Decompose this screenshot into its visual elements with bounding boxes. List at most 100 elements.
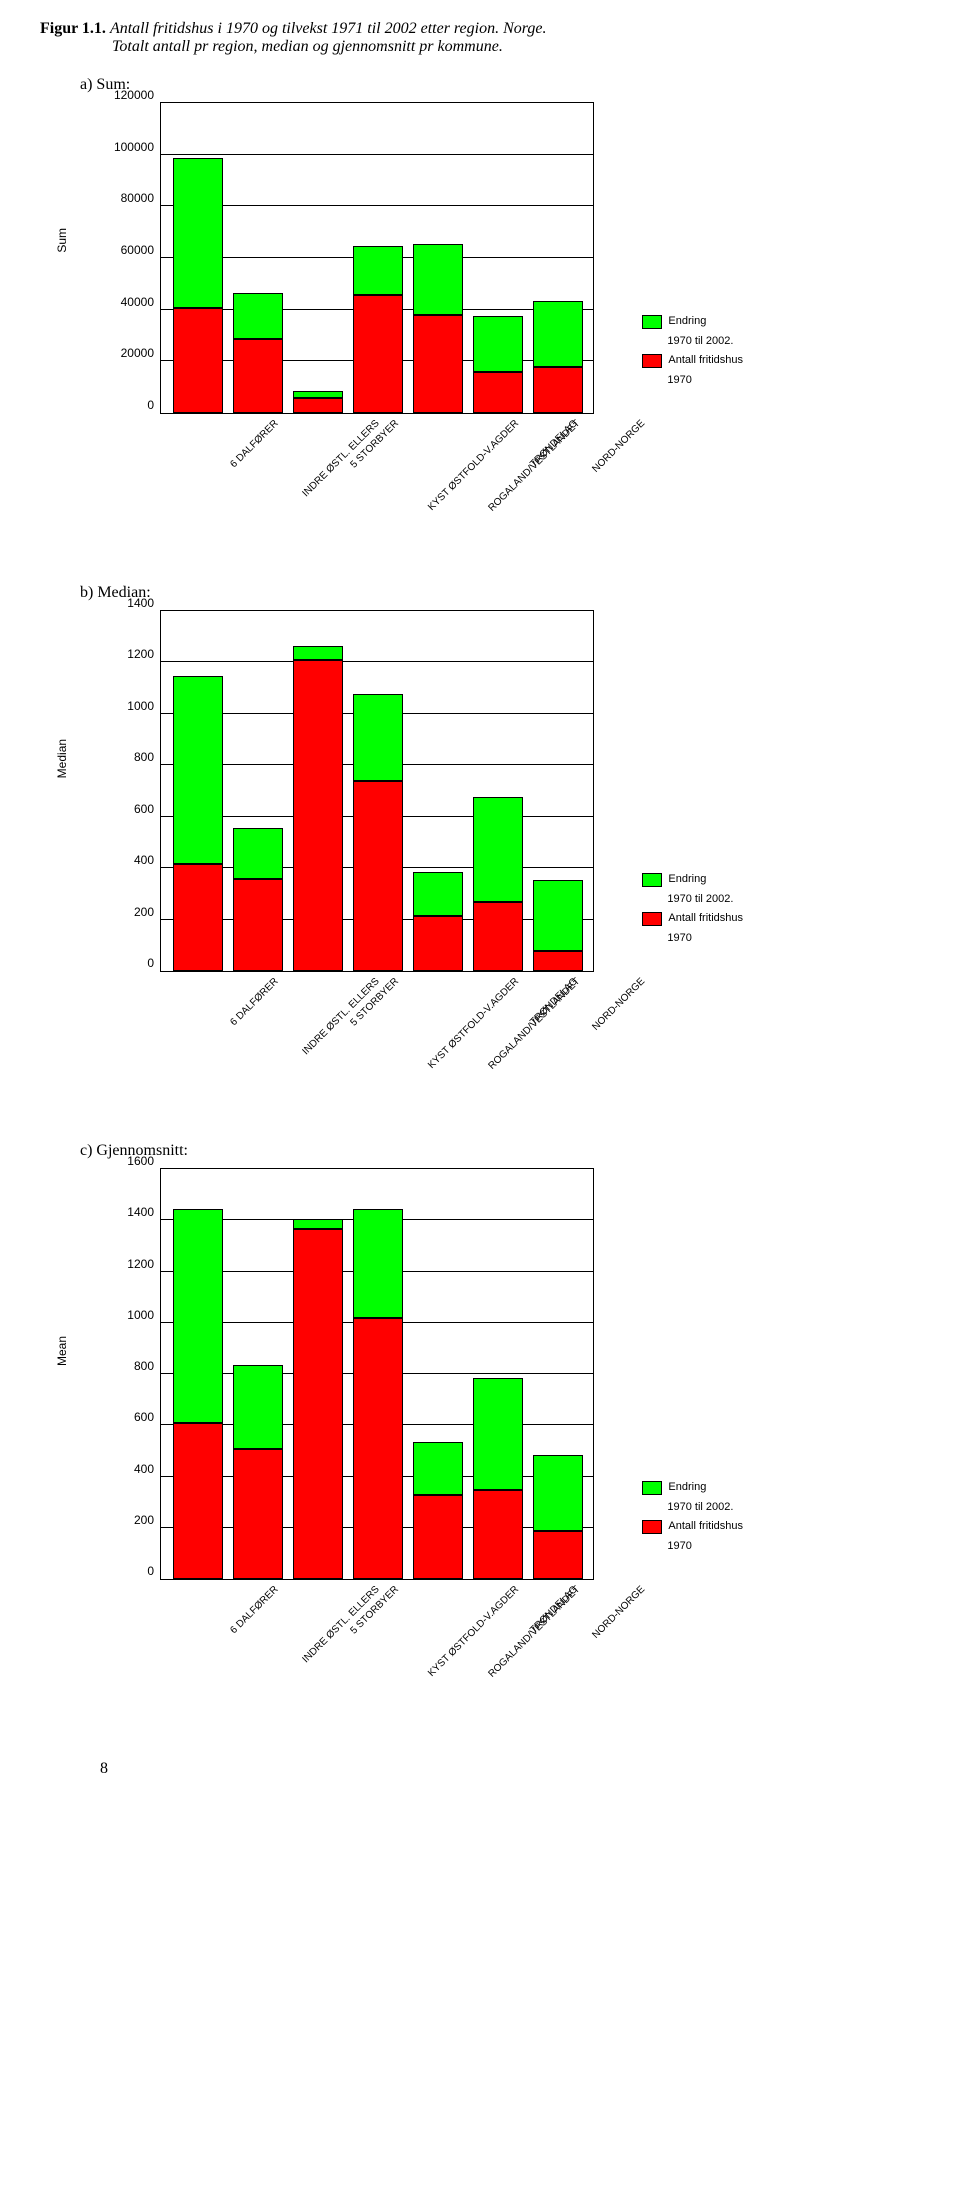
chart-a-x-label-5: TRØNDELAG	[528, 418, 580, 470]
chart-a-bar-2	[293, 103, 341, 413]
bar-segment-endring	[293, 646, 343, 661]
bar-segment-antall	[533, 951, 583, 971]
chart-a-plot-area: Endring1970 til 2002.Antall fritidshus19…	[160, 102, 594, 414]
bar-segment-antall	[233, 1449, 283, 1579]
bar-segment-antall	[413, 315, 463, 413]
legend-label-antall: Antall fritidshus	[668, 912, 743, 925]
chart-a-y-axis-label: Sum	[55, 228, 69, 253]
chart-b-bar-0	[173, 611, 221, 971]
chart-c-x-label-0: 6 DALFØRER	[228, 1584, 280, 1636]
chart-a-bar-5	[473, 103, 521, 413]
chart-b-bar-2	[293, 611, 341, 971]
legend-sublabel-antall: 1970	[667, 374, 691, 387]
chart-c-bar-0	[173, 1169, 221, 1579]
bar-segment-antall	[473, 902, 523, 971]
chart-b-plot-area: Endring1970 til 2002.Antall fritidshus19…	[160, 610, 594, 972]
chart-c-legend: Endring1970 til 2002.Antall fritidshus19…	[642, 1481, 743, 1559]
bar-segment-endring	[473, 316, 523, 372]
bar-segment-antall	[353, 295, 403, 413]
bar-segment-endring	[173, 676, 223, 863]
chart-c-bar-3	[353, 1169, 401, 1579]
legend-sublabel-endring: 1970 til 2002.	[667, 335, 733, 348]
bar-segment-antall	[473, 1490, 523, 1579]
chart-a-bar-6	[533, 103, 581, 413]
bar-segment-antall	[173, 1423, 223, 1579]
bar-segment-antall	[293, 1229, 343, 1580]
bar-segment-antall	[293, 660, 343, 971]
bar-segment-antall	[413, 1495, 463, 1579]
chart-b-x-label-6: NORD-NORGE	[590, 976, 647, 1033]
chart-c-bar-6	[533, 1169, 581, 1579]
figure-title: Figur 1.1. Antall fritidshus i 1970 og t…	[40, 20, 920, 56]
legend-label-antall: Antall fritidshus	[668, 354, 743, 367]
figure-title-line1: Antall fritidshus i 1970 og tilvekst 197…	[110, 20, 547, 37]
legend-swatch-endring	[642, 873, 662, 887]
bar-segment-endring	[413, 244, 463, 316]
legend-swatch-endring	[642, 1481, 662, 1495]
bar-segment-antall	[233, 879, 283, 971]
chart-b-bar-4	[413, 611, 461, 971]
figure-title-line2: Totalt antall pr region, median og gjenn…	[112, 38, 503, 55]
legend-swatch-antall	[642, 912, 662, 926]
bar-segment-antall	[353, 1318, 403, 1579]
legend-label-endring: Endring	[668, 315, 706, 328]
bar-segment-endring	[293, 1219, 343, 1229]
bar-segment-endring	[173, 1209, 223, 1424]
bar-segment-endring	[413, 1442, 463, 1495]
chart-b-legend: Endring 1970 til 2002. Antall fritidshus 19…	[642, 873, 743, 951]
chart-c-plot-area: Endring1970 til 2002.Antall fritidshus19…	[160, 1168, 594, 1580]
bar-segment-endring	[533, 1455, 583, 1531]
legend-sublabel-antall: 1970	[667, 1540, 691, 1553]
chart-c-section-label: c) Gjennomsnitt:	[80, 1142, 920, 1160]
chart-a-bar-3	[353, 103, 401, 413]
chart-a-section-label: a) Sum:	[80, 76, 920, 94]
bar-segment-endring	[353, 1209, 403, 1319]
chart-a-x-label-1: INDRE ØSTL. ELLERS	[300, 418, 381, 499]
chart-c-x-label-6: NORD-NORGE	[590, 1584, 647, 1641]
bar-segment-endring	[473, 1378, 523, 1490]
chart-a-bar-0	[173, 103, 221, 413]
chart-b-y-axis-label: Median	[55, 739, 69, 778]
bar-segment-endring	[233, 828, 283, 879]
bar-segment-endring	[293, 391, 343, 398]
bar-segment-antall	[413, 916, 463, 971]
chart-c-bar-5	[473, 1169, 521, 1579]
bar-segment-endring	[413, 872, 463, 916]
bar-segment-antall	[473, 372, 523, 413]
chart-a-legend: Endring 1970 til 2002. Antall fritidshus 19…	[642, 315, 743, 393]
chart-a-x-label-0: 6 DALFØRER	[228, 418, 280, 470]
chart-b-x-label-1: INDRE ØSTL. ELLERS	[300, 976, 381, 1057]
page-number: 8	[100, 1760, 920, 1778]
chart-a-x-label-6: NORD-NORGE	[590, 418, 647, 475]
bar-segment-endring	[173, 158, 223, 307]
legend-label-endring: Endring	[668, 873, 706, 886]
chart-c-bar-4	[413, 1169, 461, 1579]
bar-segment-endring	[233, 293, 283, 339]
chart-c-bar-2	[293, 1169, 341, 1579]
bar-segment-antall	[533, 367, 583, 413]
chart-c-x-label-5: TRØNDELAG	[528, 1584, 580, 1636]
legend-label-endring: Endring	[668, 1481, 706, 1494]
figure-label: Figur 1.1.	[40, 20, 106, 37]
bar-segment-antall	[353, 781, 403, 971]
bar-segment-endring	[533, 880, 583, 951]
bar-segment-antall	[173, 864, 223, 971]
chart-a-bar-4	[413, 103, 461, 413]
bar-segment-endring	[353, 246, 403, 295]
bar-segment-antall	[533, 1531, 583, 1579]
legend-sublabel-endring: 1970 til 2002.	[667, 1501, 733, 1514]
legend-sublabel-endring: 1970 til 2002.	[667, 893, 733, 906]
chart-b-x-label-0: 6 DALFØRER	[228, 976, 280, 1028]
chart-b-bar-1	[233, 611, 281, 971]
chart-c-bar-1	[233, 1169, 281, 1579]
chart-b-bar-3	[353, 611, 401, 971]
chart-b-section-label: b) Median:	[80, 584, 920, 602]
legend-swatch-antall	[642, 1520, 662, 1534]
bar-segment-endring	[533, 301, 583, 368]
chart-b-x-label-5: TRØNDELAG	[528, 976, 580, 1028]
legend-sublabel-antall: 1970	[667, 932, 691, 945]
chart-c-x-label-1: INDRE ØSTL. ELLERS	[300, 1584, 381, 1665]
legend-swatch-antall	[642, 354, 662, 368]
chart-b-bar-6	[533, 611, 581, 971]
bar-segment-antall	[293, 398, 343, 413]
